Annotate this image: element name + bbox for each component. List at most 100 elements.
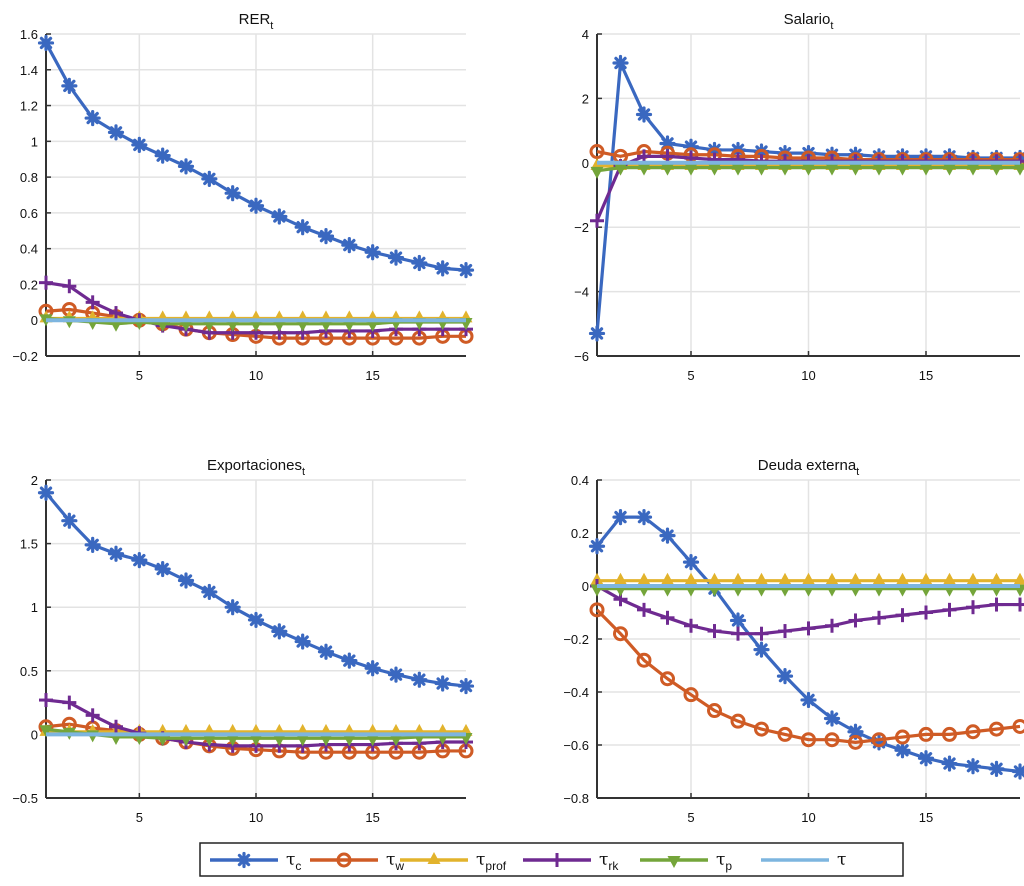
data-point [660,671,675,687]
data-point [989,597,1004,612]
data-point [660,610,675,625]
data-point [177,572,195,589]
data-point [457,262,475,279]
x-tick-label: 10 [249,810,263,825]
data-point [294,633,311,650]
legend-label: τp [716,850,732,873]
data-point [588,325,606,342]
y-tick-label: −0.2 [563,632,589,647]
data-point [85,295,100,310]
data-point [411,254,428,272]
series-tau_p [590,163,1024,179]
data-point [729,612,747,629]
data-point [778,624,792,639]
legend-entry-tau_w: τw [310,850,404,873]
data-point [590,166,604,179]
data-point [753,641,770,658]
legend-entry-tau_prof: τprof [400,850,507,873]
legend-entry-tau_c: τc [210,850,301,873]
data-point [684,163,698,176]
y-tick-label: 2 [582,91,589,106]
x-tick-label: 15 [365,810,379,825]
x-tick-label: 5 [687,810,694,825]
legend-marker [235,851,253,869]
data-point [707,703,722,719]
data-point [179,734,193,747]
y-tick-label: 0.2 [571,526,589,541]
panel-title: Exportacionest [207,457,305,478]
y-tick-label: 2 [31,473,38,488]
legend-entry-tau: τ [761,850,846,870]
data-point [825,618,839,633]
data-point [226,734,240,747]
data-point [778,572,792,585]
legend-marker [667,856,681,868]
data-point [177,158,195,175]
data-point [1013,597,1024,612]
y-tick-label: −0.8 [563,791,589,806]
data-point [637,163,651,176]
series-tau_c [37,34,475,279]
data-point [37,484,55,501]
data-point [62,695,77,710]
legend: τc τw τprof τrk τp τ [199,842,904,877]
data-point [942,726,957,742]
data-point [731,163,745,176]
data-point [776,667,794,685]
y-tick-label: −6 [574,349,589,364]
legend-label: τw [386,850,404,873]
data-point [943,572,956,585]
data-point [39,275,53,290]
data-point [411,671,428,688]
data-point [37,34,55,52]
series-tau_c [37,484,475,695]
data-point [272,319,286,332]
data-point [202,734,216,747]
y-tick-label: 1.6 [20,27,38,42]
data-point [636,652,652,668]
data-point [154,147,171,164]
data-point [755,163,768,176]
data-point [612,509,629,526]
data-point [457,677,475,695]
data-point [179,319,193,332]
data-point [661,572,674,585]
data-point [271,208,288,225]
legend-marker [336,852,352,868]
data-point [39,693,53,708]
data-point [1013,163,1024,176]
data-point [588,538,606,555]
panel-salario: −6 −4 −2 0 2 4 5 10 15 Salariot [574,11,1024,383]
data-point [825,163,839,176]
data-point [823,710,841,727]
data-point [590,572,604,585]
data-point [917,750,935,767]
data-point [731,572,745,585]
data-point [872,163,886,176]
data-point [731,626,745,641]
data-point [319,734,333,747]
data-point [684,572,698,585]
data-point [39,725,53,738]
data-point [201,583,218,601]
data-point [802,572,815,585]
data-point [730,713,746,729]
data-point [434,675,451,692]
y-tick-label: 0.4 [571,473,589,488]
data-point [872,610,886,625]
legend-label: τprof [476,850,507,873]
data-point [682,554,700,571]
data-point [226,319,240,332]
data-point [966,600,980,615]
legend-label: τ [837,850,846,870]
series-tau_w [589,602,1024,750]
data-point [342,319,356,332]
y-tick-label: −0.4 [563,685,589,700]
data-point [247,611,265,629]
data-point [684,618,698,633]
data-point [317,643,335,660]
x-tick-label: 10 [801,810,815,825]
data-point [754,721,769,737]
data-point [202,319,216,332]
series-tau_c [588,509,1024,780]
